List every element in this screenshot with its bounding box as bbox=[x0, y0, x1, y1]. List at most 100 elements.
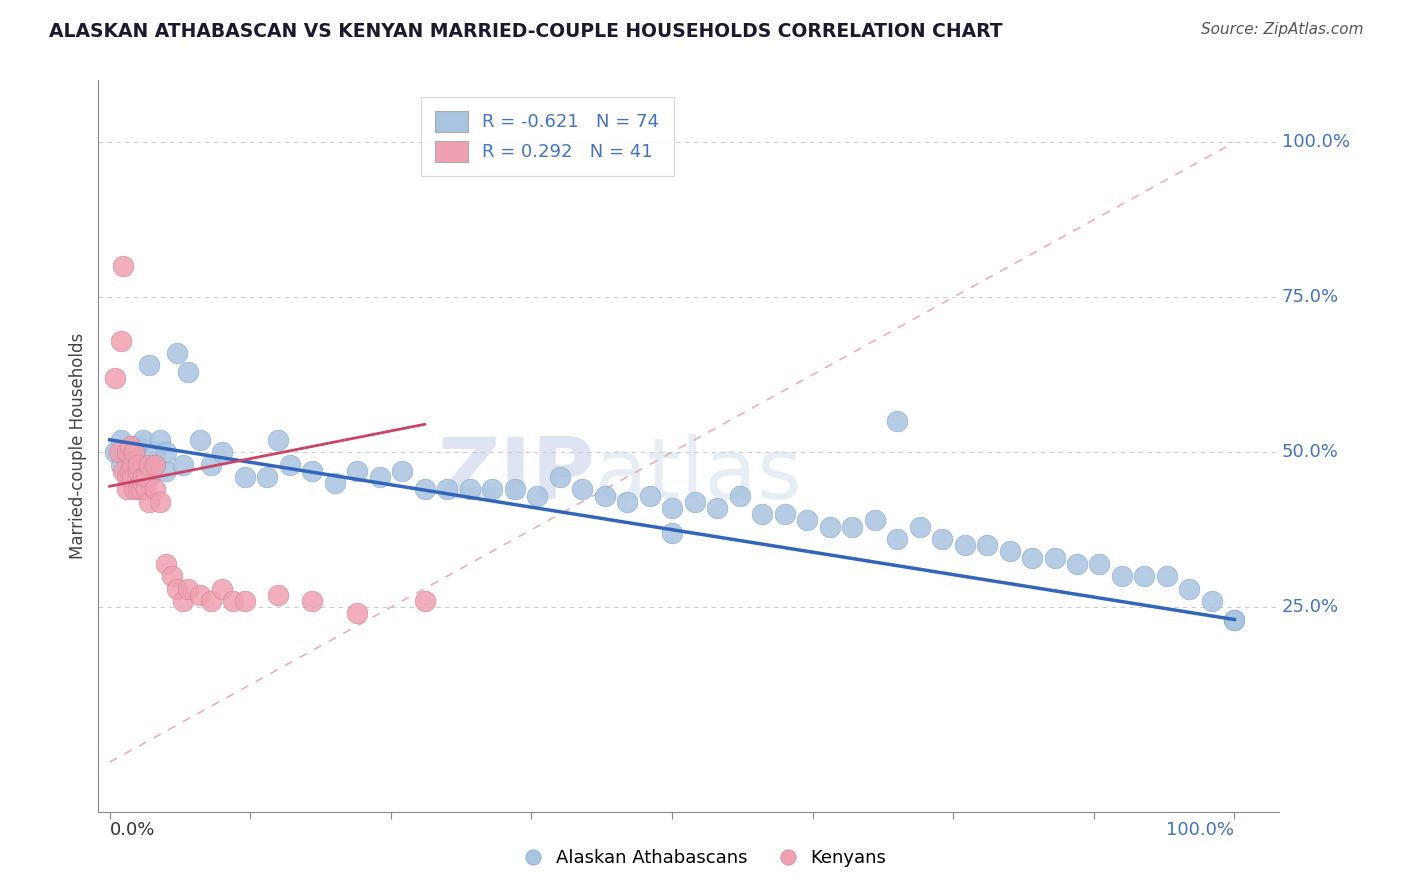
Point bbox=[132, 470, 155, 484]
Point bbox=[267, 433, 290, 447]
Point bbox=[104, 371, 127, 385]
Point bbox=[115, 445, 138, 459]
Point bbox=[301, 464, 323, 478]
Text: 25.0%: 25.0% bbox=[1282, 599, 1339, 616]
Point bbox=[323, 476, 346, 491]
Point bbox=[129, 483, 152, 497]
Point bbox=[138, 359, 160, 373]
Text: 75.0%: 75.0% bbox=[1282, 288, 1339, 306]
Point bbox=[413, 594, 436, 608]
Point bbox=[773, 507, 796, 521]
Point bbox=[638, 489, 661, 503]
Point bbox=[1066, 557, 1088, 571]
Point bbox=[1043, 550, 1066, 565]
Point bbox=[976, 538, 998, 552]
Point bbox=[886, 532, 908, 546]
Point bbox=[233, 594, 256, 608]
Point bbox=[548, 470, 571, 484]
Point bbox=[278, 458, 301, 472]
Point bbox=[200, 594, 222, 608]
Point bbox=[1223, 613, 1246, 627]
Point bbox=[115, 470, 138, 484]
Point bbox=[211, 445, 233, 459]
Point bbox=[796, 513, 818, 527]
Legend: Alaskan Athabascans, Kenyans: Alaskan Athabascans, Kenyans bbox=[512, 842, 894, 874]
Point bbox=[751, 507, 773, 521]
Point bbox=[135, 470, 157, 484]
Point bbox=[616, 495, 638, 509]
Text: 50.0%: 50.0% bbox=[1282, 443, 1339, 461]
Point bbox=[110, 433, 132, 447]
Point bbox=[132, 476, 155, 491]
Point bbox=[127, 464, 149, 478]
Text: atlas: atlas bbox=[595, 434, 803, 516]
Point bbox=[458, 483, 481, 497]
Point bbox=[138, 470, 160, 484]
Point bbox=[115, 483, 138, 497]
Point bbox=[346, 464, 368, 478]
Legend: R = -0.621   N = 74, R = 0.292   N = 41: R = -0.621 N = 74, R = 0.292 N = 41 bbox=[420, 96, 673, 177]
Point bbox=[138, 495, 160, 509]
Point bbox=[143, 445, 166, 459]
Point bbox=[188, 433, 211, 447]
Point bbox=[127, 483, 149, 497]
Text: 100.0%: 100.0% bbox=[1282, 133, 1350, 152]
Point bbox=[841, 519, 863, 533]
Point bbox=[481, 483, 503, 497]
Point bbox=[200, 458, 222, 472]
Point bbox=[121, 458, 143, 472]
Y-axis label: Married-couple Households: Married-couple Households bbox=[69, 333, 87, 559]
Point bbox=[143, 458, 166, 472]
Point bbox=[931, 532, 953, 546]
Point bbox=[863, 513, 886, 527]
Point bbox=[953, 538, 976, 552]
Point bbox=[155, 557, 177, 571]
Point bbox=[413, 483, 436, 497]
Text: Source: ZipAtlas.com: Source: ZipAtlas.com bbox=[1201, 22, 1364, 37]
Point bbox=[124, 445, 146, 459]
Text: 100.0%: 100.0% bbox=[1167, 821, 1234, 839]
Point bbox=[503, 483, 526, 497]
Point bbox=[233, 470, 256, 484]
Point bbox=[1156, 569, 1178, 583]
Text: 0.0%: 0.0% bbox=[110, 821, 155, 839]
Point bbox=[661, 500, 683, 515]
Point bbox=[118, 464, 141, 478]
Point bbox=[110, 458, 132, 472]
Point bbox=[211, 582, 233, 596]
Point bbox=[728, 489, 751, 503]
Point bbox=[1223, 613, 1246, 627]
Point bbox=[172, 594, 194, 608]
Point bbox=[166, 346, 188, 360]
Point bbox=[143, 458, 166, 472]
Point bbox=[132, 433, 155, 447]
Point bbox=[267, 588, 290, 602]
Point bbox=[172, 458, 194, 472]
Point bbox=[391, 464, 413, 478]
Point bbox=[160, 569, 183, 583]
Point bbox=[166, 582, 188, 596]
Point bbox=[112, 464, 135, 478]
Point bbox=[118, 439, 141, 453]
Point bbox=[1111, 569, 1133, 583]
Point bbox=[661, 525, 683, 540]
Point bbox=[346, 607, 368, 621]
Point bbox=[886, 414, 908, 428]
Point bbox=[124, 483, 146, 497]
Point bbox=[135, 483, 157, 497]
Point bbox=[908, 519, 931, 533]
Point bbox=[436, 483, 458, 497]
Point bbox=[177, 365, 200, 379]
Point bbox=[121, 439, 143, 453]
Point bbox=[121, 470, 143, 484]
Point bbox=[1178, 582, 1201, 596]
Point bbox=[107, 445, 129, 459]
Point bbox=[127, 464, 149, 478]
Point bbox=[149, 495, 172, 509]
Point bbox=[706, 500, 728, 515]
Point bbox=[1201, 594, 1223, 608]
Point bbox=[818, 519, 841, 533]
Point bbox=[222, 594, 245, 608]
Point bbox=[368, 470, 391, 484]
Point bbox=[155, 445, 177, 459]
